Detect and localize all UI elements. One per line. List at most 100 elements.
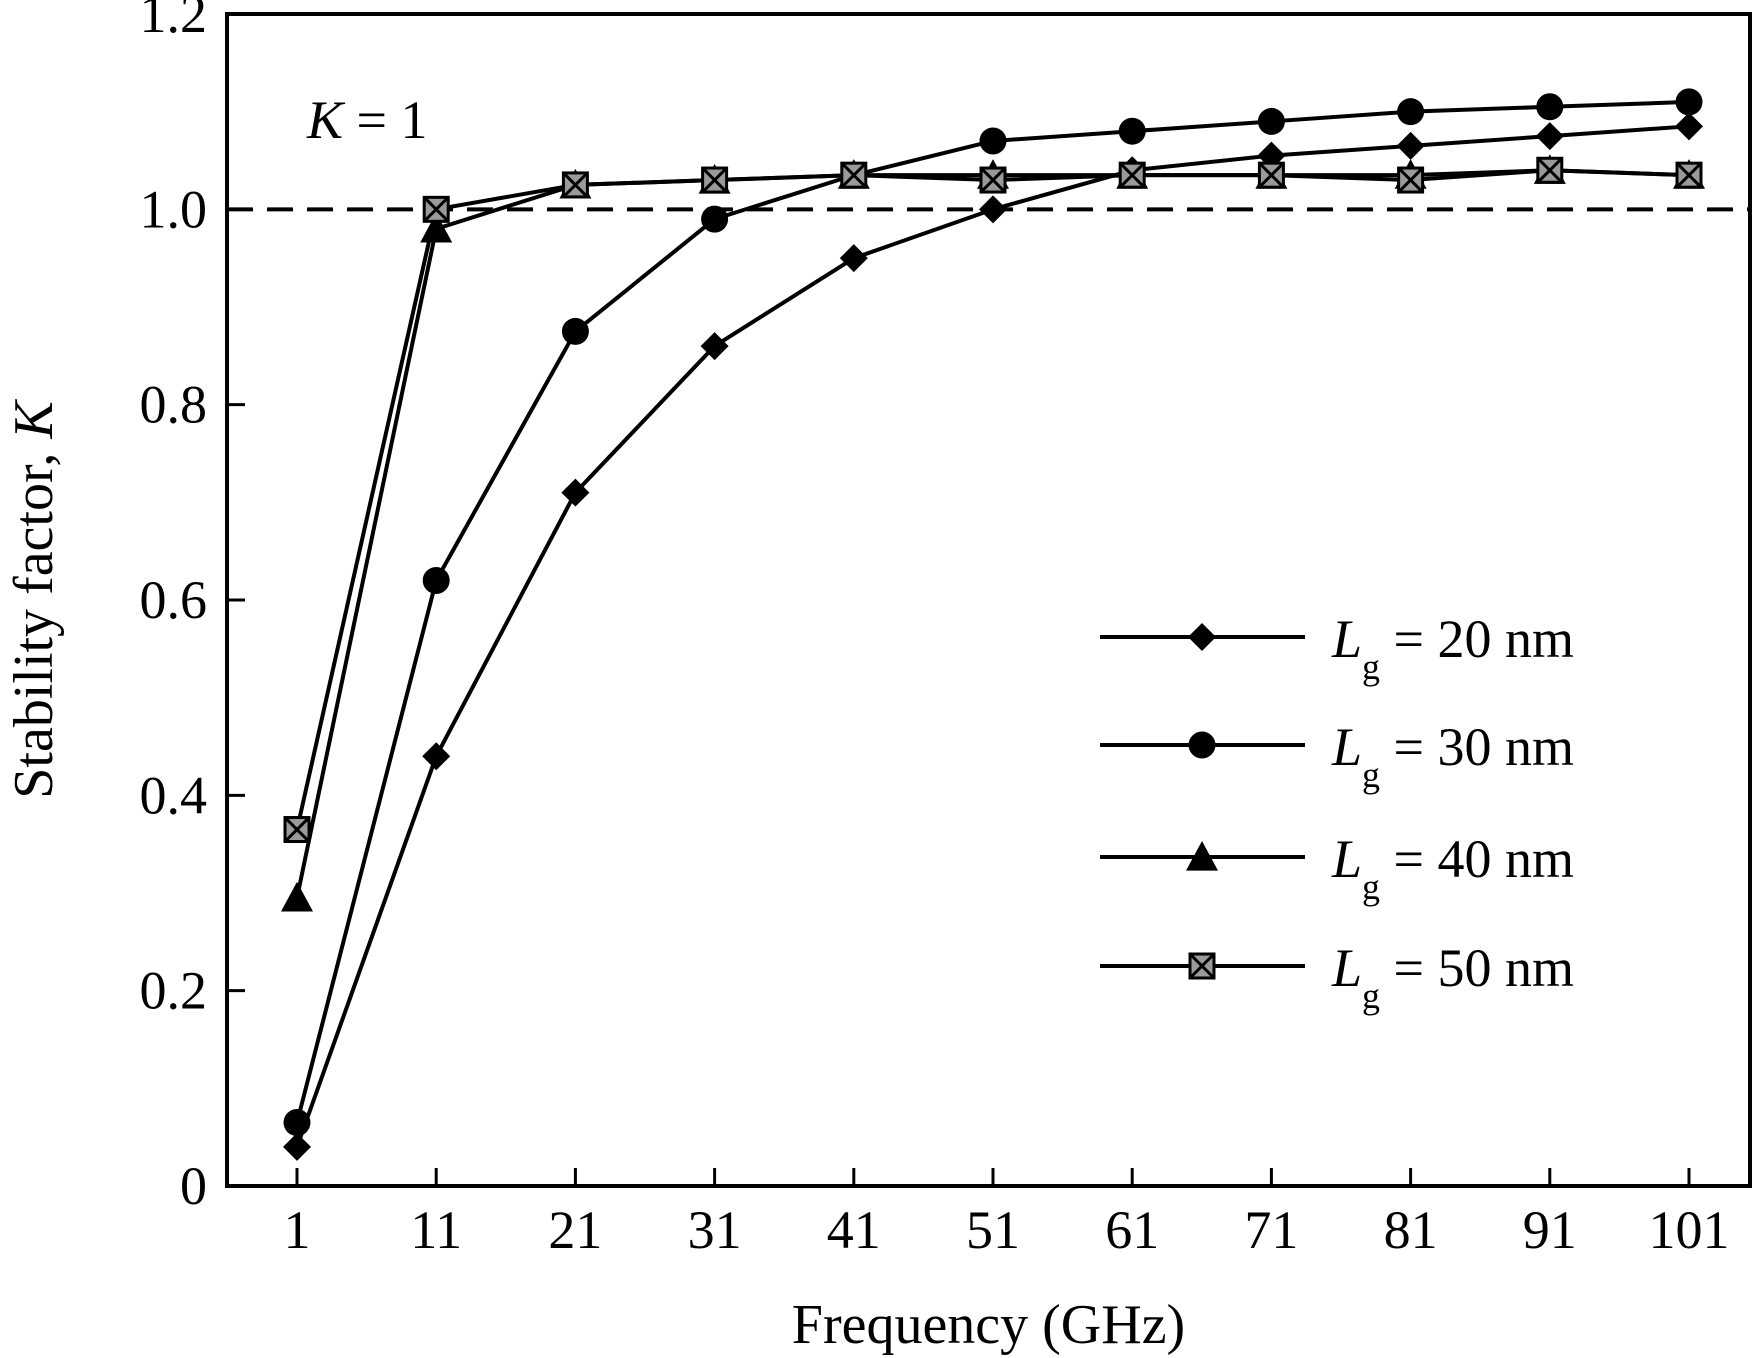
y-tick-label: 0.4 [140, 765, 208, 825]
legend-label-text: = 50 nm [1380, 938, 1574, 998]
marker-triangle [281, 881, 313, 912]
marker-diamond [1535, 122, 1564, 151]
marker-cross-b [1536, 157, 1563, 184]
legend-entry: Lg = 20 nm [1100, 609, 1574, 687]
marker-cross-b [1397, 166, 1424, 194]
data-point [979, 166, 1007, 194]
marker-circle [1675, 88, 1703, 116]
legend-label-text: = 20 nm [1380, 609, 1574, 669]
x-tick-label: 41 [827, 1200, 881, 1260]
marker-diamond [561, 478, 590, 507]
data-point [283, 1109, 311, 1137]
legend-marker [1188, 623, 1216, 651]
legend-marker [1186, 841, 1218, 871]
data-point [1675, 161, 1703, 189]
series-triangle [281, 154, 1705, 912]
legend-label: Lg = 30 nm [1331, 717, 1574, 795]
y-tick-label: 0.2 [140, 961, 208, 1021]
data-point [283, 816, 311, 844]
data-point [1396, 131, 1425, 160]
marker-diamond [1396, 131, 1425, 160]
legend-label-text: = 40 nm [1380, 829, 1574, 889]
marker-circle [979, 127, 1007, 155]
data-point [979, 195, 1007, 224]
legend-label-sub: g [1362, 755, 1380, 795]
data-point [283, 1132, 311, 1161]
y-tick-label: 1.2 [140, 0, 208, 44]
series-layer [281, 88, 1705, 1161]
marker-circle [422, 566, 450, 594]
marker-circle [283, 1109, 311, 1137]
x-tick-label: 61 [1105, 1200, 1159, 1260]
x-tick-label: 91 [1523, 1200, 1577, 1260]
data-point [1118, 117, 1146, 145]
y-axis-title-var: K [3, 399, 65, 440]
data-point [422, 195, 450, 223]
legend-marker [1188, 731, 1216, 759]
x-tick-label: 81 [1384, 1200, 1438, 1260]
data-point [1535, 122, 1564, 151]
legend-label-var: L [1331, 938, 1362, 998]
legend-label-var: L [1331, 717, 1362, 777]
data-point [281, 881, 313, 912]
data-point [420, 212, 453, 243]
data-point [1675, 88, 1703, 116]
data-point [1257, 161, 1285, 189]
legend-entry: Lg = 50 nm [1100, 938, 1574, 1016]
legend-entry: Lg = 30 nm [1100, 717, 1574, 795]
marker-cross-b [979, 166, 1007, 194]
data-point [1257, 107, 1285, 135]
marker-circle [1188, 731, 1216, 759]
data-point [979, 127, 1007, 155]
marker-diamond [1675, 112, 1703, 141]
legend-label-sub: g [1362, 976, 1380, 1016]
x-tick-label: 1 [284, 1200, 311, 1260]
marker-circle [1257, 107, 1285, 135]
legend-marker [1188, 952, 1216, 980]
marker-diamond [1188, 623, 1216, 651]
legend-label-var: L [1331, 829, 1362, 889]
marker-cross-b [283, 816, 311, 843]
axes-layer: 00.20.40.60.81.01.21 11 21 31 41 51 61 71 81 91 10… [140, 0, 1752, 1260]
series-square-x [283, 156, 1703, 844]
series-line [295, 168, 1690, 899]
marker-cross-b [840, 162, 867, 189]
marker-cross-b [1258, 162, 1285, 189]
y-axis-title-text: Stability factor, [3, 439, 65, 799]
legend-label-text: = 30 nm [1380, 717, 1574, 777]
data-point [1536, 93, 1564, 121]
y-axis-title: Stability factor, K [3, 399, 65, 799]
marker-diamond [839, 244, 868, 273]
marker-cross-b [701, 166, 728, 194]
marker-diamond [422, 742, 451, 771]
legend-label: Lg = 50 nm [1331, 938, 1574, 1016]
legend-entry: Lg = 40 nm [1100, 829, 1574, 907]
marker-diamond [700, 332, 729, 361]
x-tick-label: 51 [966, 1200, 1020, 1260]
data-point [839, 244, 868, 273]
x-tick-label: 101 [1649, 1200, 1730, 1260]
legend-label: Lg = 40 nm [1331, 829, 1574, 907]
marker-triangle [1186, 841, 1218, 871]
legend-label-var: L [1331, 609, 1362, 669]
data-point [701, 166, 729, 194]
marker-circle [1118, 117, 1146, 145]
legend-label: Lg = 20 nm [1331, 609, 1574, 687]
y-tick-label: 0.6 [140, 570, 208, 630]
reference-annotation: K = 1 [306, 90, 428, 150]
data-point [422, 566, 450, 594]
marker-circle [701, 205, 729, 233]
data-point [700, 332, 729, 361]
marker-circle [561, 317, 589, 345]
data-point [422, 742, 451, 771]
annotation-var: K [306, 90, 346, 150]
data-point [1675, 112, 1703, 141]
x-tick-label: 71 [1244, 1200, 1298, 1260]
y-tick-label: 0.8 [140, 375, 208, 435]
marker-cross-b [1675, 162, 1703, 189]
x-tick-label: 31 [688, 1200, 742, 1260]
marker-triangle [420, 212, 453, 243]
data-point [1397, 98, 1425, 126]
